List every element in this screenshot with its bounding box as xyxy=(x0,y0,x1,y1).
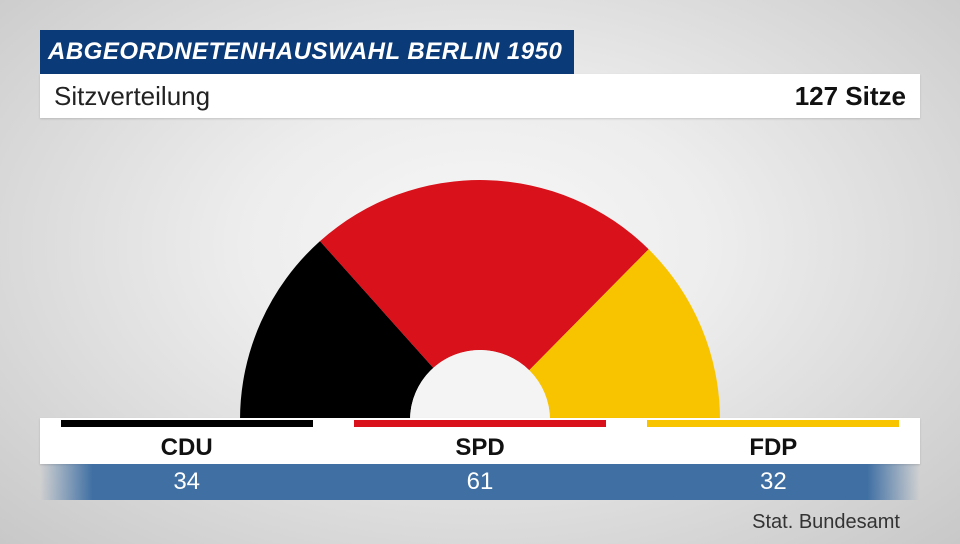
legend-name-cell-spd: SPD xyxy=(333,418,626,464)
legend-seat-count-cdu: 34 xyxy=(40,464,333,500)
subtitle-left: Sitzverteilung xyxy=(54,81,210,112)
legend-seats-row: 346132 xyxy=(40,464,920,500)
source-attribution: Stat. Bundesamt xyxy=(752,511,900,534)
legend-party-name: SPD xyxy=(455,434,504,462)
chart-canvas: ABGEORDNETENHAUSWAHL BERLIN 1950 Sitzver… xyxy=(0,0,960,544)
title-bar: ABGEORDNETENHAUSWAHL BERLIN 1950 xyxy=(40,30,574,74)
legend-seat-count-spd: 61 xyxy=(333,464,626,500)
legend-color-strip-fdp xyxy=(647,420,899,427)
subtitle-bar: Sitzverteilung 127 Sitze xyxy=(40,74,920,118)
legend-name-cell-fdp: FDP xyxy=(627,418,920,464)
legend-color-strip-spd xyxy=(354,420,606,427)
legend-name-cell-cdu: CDU xyxy=(40,418,333,464)
legend-color-strip-cdu xyxy=(61,420,313,427)
chart-title: ABGEORDNETENHAUSWAHL BERLIN 1950 xyxy=(48,38,562,66)
subtitle-right: 127 Sitze xyxy=(795,81,906,112)
half-donut-chart xyxy=(0,130,960,420)
legend-seat-count-fdp: 32 xyxy=(627,464,920,500)
legend-party-name: CDU xyxy=(161,434,213,462)
legend-party-name: FDP xyxy=(749,434,797,462)
legend-names-row: CDU SPD FDP xyxy=(40,418,920,464)
donut-svg xyxy=(130,130,830,420)
